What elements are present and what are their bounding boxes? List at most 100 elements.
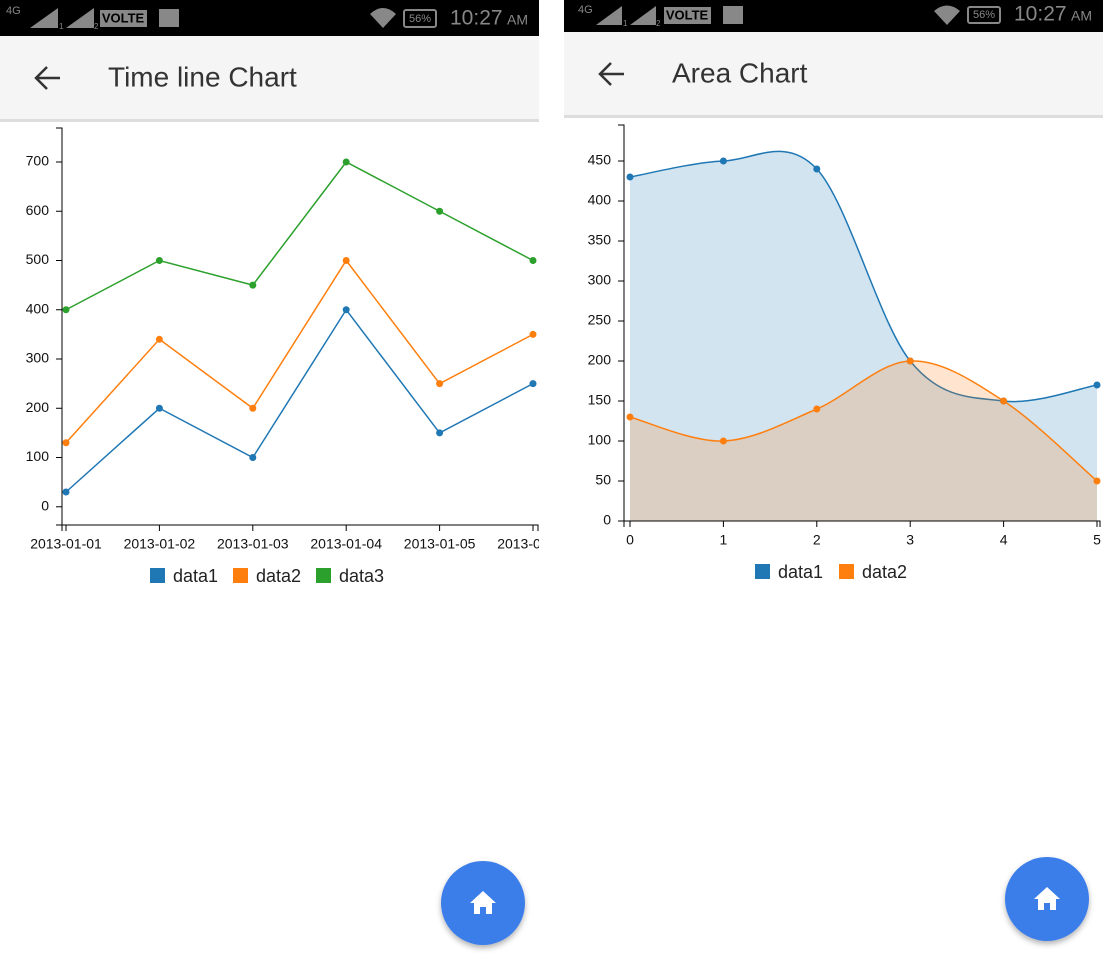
x-tick-label: 2013-01-06 [497, 536, 569, 552]
point [529, 330, 537, 338]
chart: 0 100 200 300 400 500 600 700 2013-01-01 2013-01-… [26, 127, 569, 586]
app-bar [564, 32, 1103, 116]
point [626, 173, 634, 181]
legend-swatch[interactable] [233, 568, 248, 583]
x-axis [61, 524, 539, 531]
y-tick-label: 0 [41, 497, 49, 513]
sim-label: 1 [59, 22, 64, 31]
chart: 0 50 100 150 200 250 300 350 400 450 0 1 2 3 4 5 data1 da… [588, 124, 1101, 582]
app-bar-shadow [564, 115, 1103, 118]
app-bar-title: Time line Chart [108, 61, 297, 92]
y-tick-label: 50 [595, 472, 611, 488]
legend-label[interactable]: data1 [778, 562, 823, 582]
y-tick-label: 400 [26, 300, 50, 316]
x-tick-label: 5 [1093, 532, 1101, 548]
app-bar-title: Area Chart [672, 57, 808, 88]
volte-badge [100, 10, 147, 27]
point [1093, 477, 1101, 485]
x-tick-label: 2013-01-03 [217, 536, 289, 552]
screen: 4G 1 2 VOLTE 56% 10:27 AM Time line Char… [0, 0, 569, 945]
back-button[interactable] [598, 62, 624, 86]
point [436, 207, 444, 215]
point [529, 256, 537, 264]
y-tick-label: 600 [26, 202, 50, 218]
battery-icon [403, 9, 437, 28]
y-tick-label: 200 [26, 399, 50, 415]
point [626, 413, 634, 421]
x-tick-label: 2013-01-01 [30, 536, 102, 552]
y-tick-label: 100 [588, 432, 612, 448]
time-period: AM [1071, 8, 1092, 24]
x-tick-label: 2013-01-05 [404, 536, 476, 552]
image-icon [723, 6, 743, 24]
point [155, 256, 163, 264]
series-line [65, 259, 534, 444]
point [529, 380, 537, 388]
app-bar [0, 36, 539, 120]
battery-icon [967, 6, 1001, 24]
legend-swatch[interactable] [755, 564, 770, 579]
signal-icon [596, 6, 622, 25]
legend-label[interactable]: data2 [256, 566, 301, 586]
screen: 4G 1 2 VOLTE 56% 10:27 AM Area Chart 050… [564, 0, 1103, 941]
point [719, 437, 727, 445]
y-tick-label: 150 [588, 392, 612, 408]
x-tick-label: 1 [720, 532, 728, 548]
time-period: AM [507, 12, 528, 28]
y-tick-label: 300 [26, 350, 50, 366]
app-bar-shadow [0, 119, 539, 122]
network: 4G [6, 5, 21, 17]
y-tick-label: 400 [588, 192, 612, 208]
volte: VOLTE [102, 10, 145, 25]
y-tick-label: 0 [603, 512, 611, 528]
series-line [65, 308, 534, 493]
y-tick-label: 250 [588, 312, 612, 328]
y-tick-label: 200 [588, 352, 612, 368]
legend-swatch[interactable] [316, 568, 331, 583]
sim-label: 1 [623, 19, 628, 28]
series-line [65, 161, 534, 311]
point [1000, 397, 1008, 405]
point [813, 165, 821, 173]
battery: 56% [409, 13, 431, 25]
legend-label[interactable]: data1 [173, 566, 218, 586]
y-tick-label: 450 [588, 152, 612, 168]
point [436, 380, 444, 388]
point [342, 306, 350, 314]
point [1093, 381, 1101, 389]
point [342, 256, 350, 264]
y-tick-label: 500 [26, 251, 50, 267]
x-axis [623, 520, 1101, 527]
legend-label[interactable]: data2 [862, 562, 907, 582]
signal-icon [30, 8, 58, 28]
point [62, 306, 70, 314]
image-icon [159, 9, 179, 27]
back-button[interactable] [34, 66, 60, 90]
signal-icon [66, 8, 94, 28]
y-tick-label: 100 [26, 448, 50, 464]
point [249, 404, 257, 412]
point [155, 335, 163, 343]
point [249, 454, 257, 462]
wifi-icon [370, 8, 396, 28]
legend-swatch[interactable] [839, 564, 854, 579]
legend-swatch[interactable] [150, 568, 165, 583]
y-axis [56, 127, 63, 526]
time: 10:27 [450, 7, 503, 30]
y-tick-label: 700 [26, 153, 50, 169]
legend-label[interactable]: data3 [339, 566, 384, 586]
sim-label: 2 [94, 22, 99, 31]
x-tick-label: 3 [906, 532, 914, 548]
point [719, 157, 727, 165]
point [436, 429, 444, 437]
y-tick-label: 300 [588, 272, 612, 288]
home-icon [1034, 887, 1060, 910]
home-icon [470, 891, 496, 914]
sim-label: 2 [656, 19, 661, 28]
volte: VOLTE [666, 7, 709, 22]
x-tick-label: 0 [626, 532, 634, 548]
signal-icon [630, 6, 656, 25]
